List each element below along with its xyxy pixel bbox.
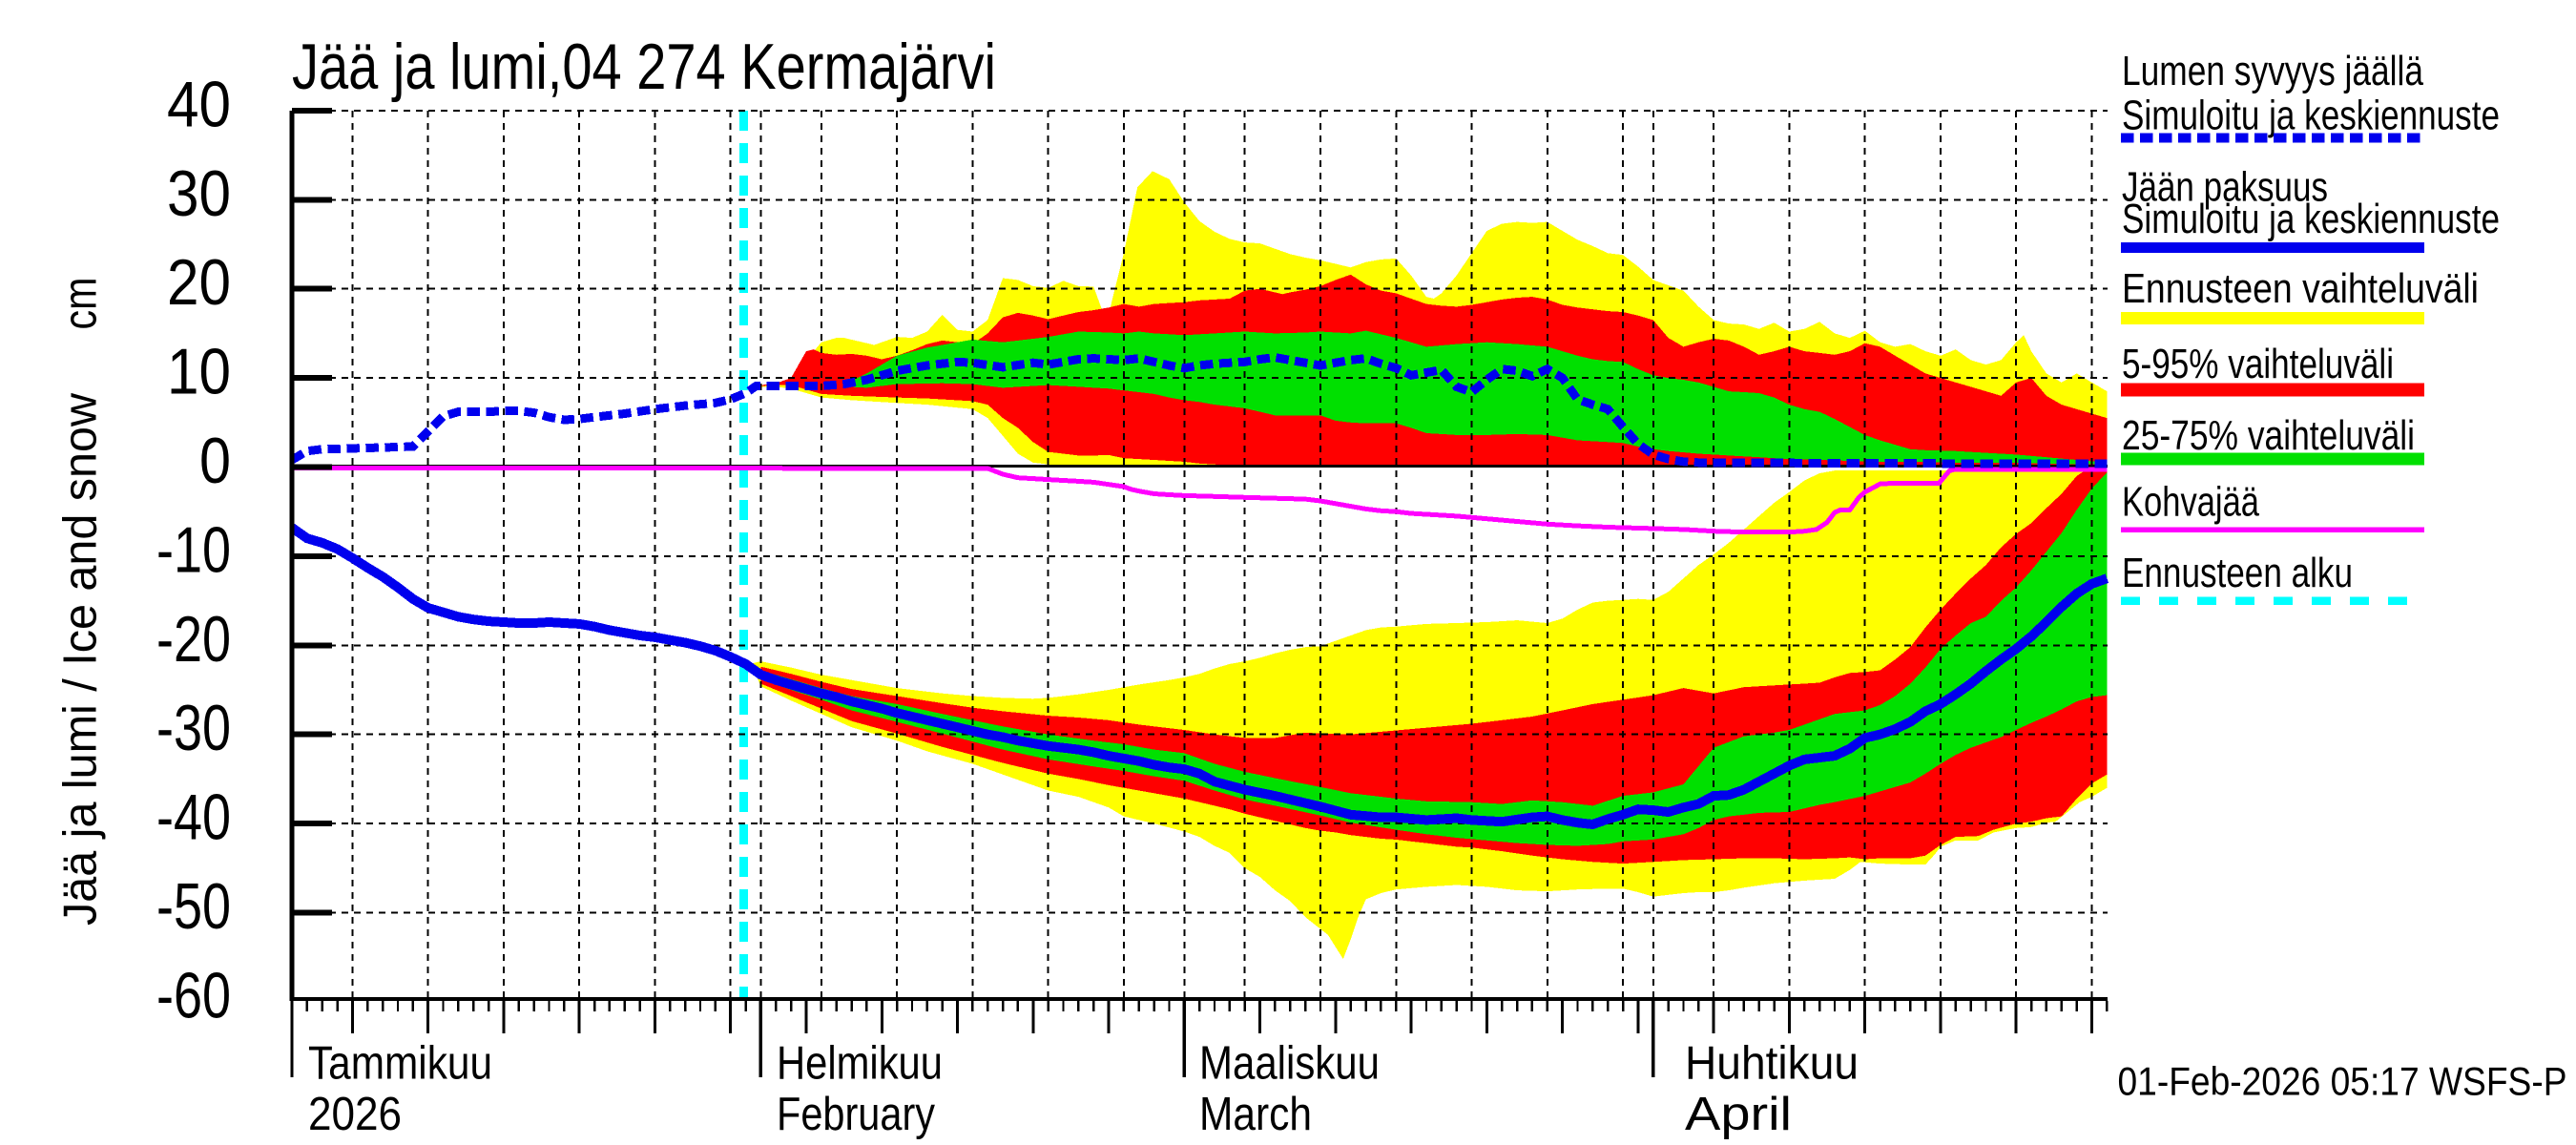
svg-text:0: 0 [199,425,231,497]
svg-text:Lumen syvyys jäällä: Lumen syvyys jäällä [2122,48,2423,94]
svg-text:-20: -20 [156,603,231,676]
svg-text:30: 30 [167,157,231,230]
svg-text:April: April [1685,1089,1792,1140]
svg-text:-50: -50 [156,870,231,943]
svg-text:-30: -30 [156,692,231,764]
svg-text:25-75% vaihteluväli: 25-75% vaihteluväli [2122,412,2415,459]
svg-text:2026: 2026 [308,1089,402,1140]
svg-text:Ennusteen vaihteluväli: Ennusteen vaihteluväli [2122,265,2479,312]
svg-text:Kohvajää: Kohvajää [2122,479,2259,526]
svg-text:Simuloitu ja keskiennuste: Simuloitu ja keskiennuste [2122,93,2500,139]
svg-text:Maaliskuu: Maaliskuu [1199,1038,1380,1090]
svg-text:40: 40 [167,68,231,140]
svg-text:Helmikuu: Helmikuu [777,1038,943,1090]
svg-text:Simuloitu ja keskiennuste: Simuloitu ja keskiennuste [2122,196,2500,242]
svg-text:Jään paksuus: Jään paksuus [2122,164,2328,211]
svg-text:Tammikuu: Tammikuu [308,1038,492,1090]
svg-text:5-95% vaihteluväli: 5-95% vaihteluväli [2122,341,2394,387]
svg-text:-10: -10 [156,513,231,586]
svg-text:-40: -40 [156,781,231,854]
svg-text:cm: cm [55,278,107,330]
svg-text:Jää ja lumi,04 274 Kermajärvi: Jää ja lumi,04 274 Kermajärvi [292,31,996,103]
svg-text:Jää ja lumi / Ice and snow: Jää ja lumi / Ice and snow [55,392,107,926]
svg-text:01-Feb-2026 05:17 WSFS-P: 01-Feb-2026 05:17 WSFS-P [2118,1059,2567,1104]
svg-text:February: February [777,1089,935,1140]
svg-text:Huhtikuu: Huhtikuu [1685,1038,1859,1090]
svg-text:Ennusteen alku: Ennusteen alku [2122,550,2353,596]
svg-text:20: 20 [167,246,231,319]
svg-text:10: 10 [167,336,231,408]
svg-text:March: March [1199,1089,1312,1140]
svg-text:-60: -60 [156,959,231,1031]
